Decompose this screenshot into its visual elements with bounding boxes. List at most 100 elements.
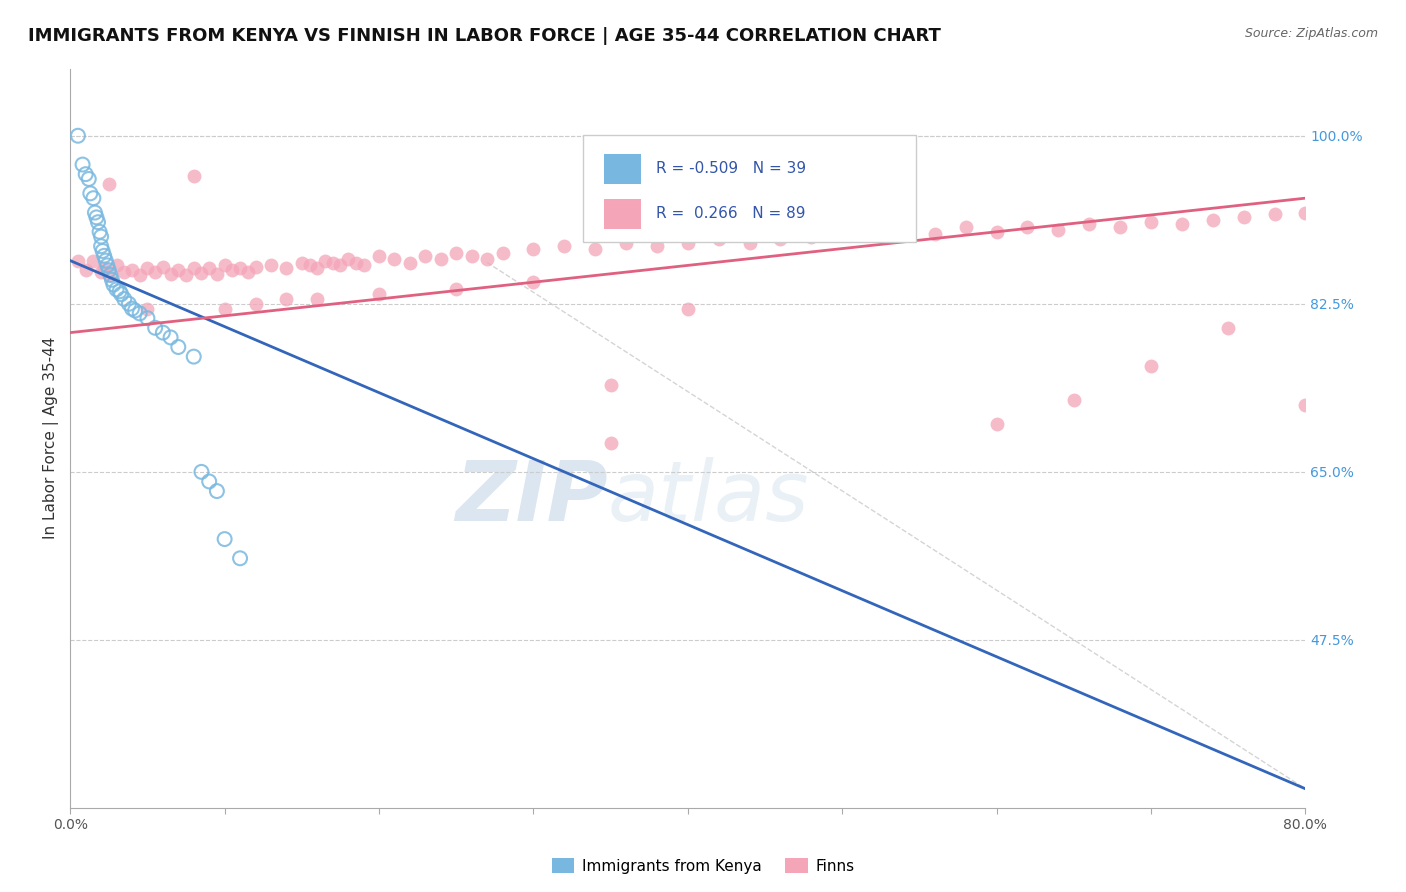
Point (82, 191, 104, 205)
Point (522, 242, 544, 256)
Point (1140, 215, 1163, 229)
Point (460, 249, 482, 263)
Point (121, 263, 143, 277)
Point (475, 252, 498, 266)
Point (831, 225, 853, 239)
Point (214, 532, 236, 546)
Point (190, 465, 212, 479)
Point (96, 259, 118, 273)
Point (444, 282, 467, 296)
Point (707, 232, 730, 246)
Point (986, 225, 1008, 239)
Point (77, 172, 100, 186)
Point (198, 261, 221, 276)
Legend: Immigrants from Kenya, Finns: Immigrants from Kenya, Finns (546, 852, 860, 880)
Point (167, 263, 190, 277)
Point (121, 301, 143, 316)
Text: IMMIGRANTS FROM KENYA VS FINNISH IN LABOR FORCE | AGE 35-44 CORRELATION CHART: IMMIGRANTS FROM KENYA VS FINNISH IN LABO… (28, 27, 941, 45)
Point (1202, 213, 1225, 227)
Point (66, 253, 89, 268)
Point (522, 275, 544, 289)
Point (97, 263, 120, 277)
Point (90, 239, 112, 253)
Point (101, 273, 124, 287)
Point (75, 167, 97, 181)
Point (214, 259, 236, 273)
Point (118, 297, 141, 311)
Point (599, 378, 621, 392)
Point (645, 239, 668, 253)
Point (276, 261, 298, 276)
Point (152, 260, 174, 275)
Point (1140, 359, 1163, 374)
Point (152, 326, 174, 340)
Point (245, 260, 267, 275)
Point (955, 219, 977, 234)
Point (384, 252, 406, 266)
Point (307, 292, 329, 306)
Point (614, 236, 637, 251)
Point (429, 252, 451, 266)
Point (583, 242, 606, 256)
Point (136, 261, 159, 276)
Point (84, 205, 107, 219)
Point (159, 330, 181, 344)
Point (676, 236, 699, 251)
Point (183, 350, 205, 364)
Point (110, 287, 132, 301)
Point (72, 157, 94, 171)
Point (986, 417, 1008, 431)
Point (444, 246, 467, 260)
Point (143, 321, 166, 335)
Point (322, 255, 344, 269)
Point (124, 303, 146, 318)
Point (159, 267, 181, 281)
Point (276, 292, 298, 306)
Point (174, 268, 197, 282)
Point (75, 263, 97, 277)
Point (1078, 217, 1101, 231)
Point (399, 255, 422, 269)
Bar (603, 199, 641, 228)
Point (1233, 211, 1256, 225)
Point (229, 261, 252, 276)
Point (100, 268, 122, 282)
Y-axis label: In Labor Force | Age 35-44: In Labor Force | Age 35-44 (44, 337, 59, 540)
Point (143, 265, 166, 279)
Point (353, 259, 375, 273)
Bar (603, 154, 641, 184)
Point (1294, 398, 1316, 412)
Point (128, 306, 150, 320)
Point (183, 169, 205, 183)
Point (205, 484, 228, 499)
Text: R =  0.266   N = 89: R = 0.266 N = 89 (655, 206, 806, 221)
Point (314, 253, 336, 268)
Point (108, 285, 131, 299)
Point (491, 246, 513, 260)
Point (291, 255, 314, 269)
Point (105, 259, 128, 273)
Point (924, 227, 946, 241)
Point (93, 249, 115, 263)
Point (103, 277, 125, 292)
Point (368, 287, 391, 301)
Point (769, 232, 792, 246)
Point (1017, 219, 1039, 234)
Point (236, 265, 259, 279)
Point (337, 252, 360, 266)
Point (214, 301, 236, 316)
Point (97, 177, 120, 191)
Point (82, 253, 104, 268)
Point (105, 282, 128, 296)
Point (676, 301, 699, 316)
Point (893, 223, 915, 237)
Point (136, 311, 159, 326)
Point (1047, 223, 1070, 237)
Text: R = -0.509   N = 39: R = -0.509 N = 39 (655, 161, 806, 177)
Point (229, 551, 252, 566)
Point (136, 301, 159, 316)
Point (221, 263, 243, 277)
Point (97, 268, 120, 282)
Point (862, 227, 884, 241)
Point (368, 249, 391, 263)
